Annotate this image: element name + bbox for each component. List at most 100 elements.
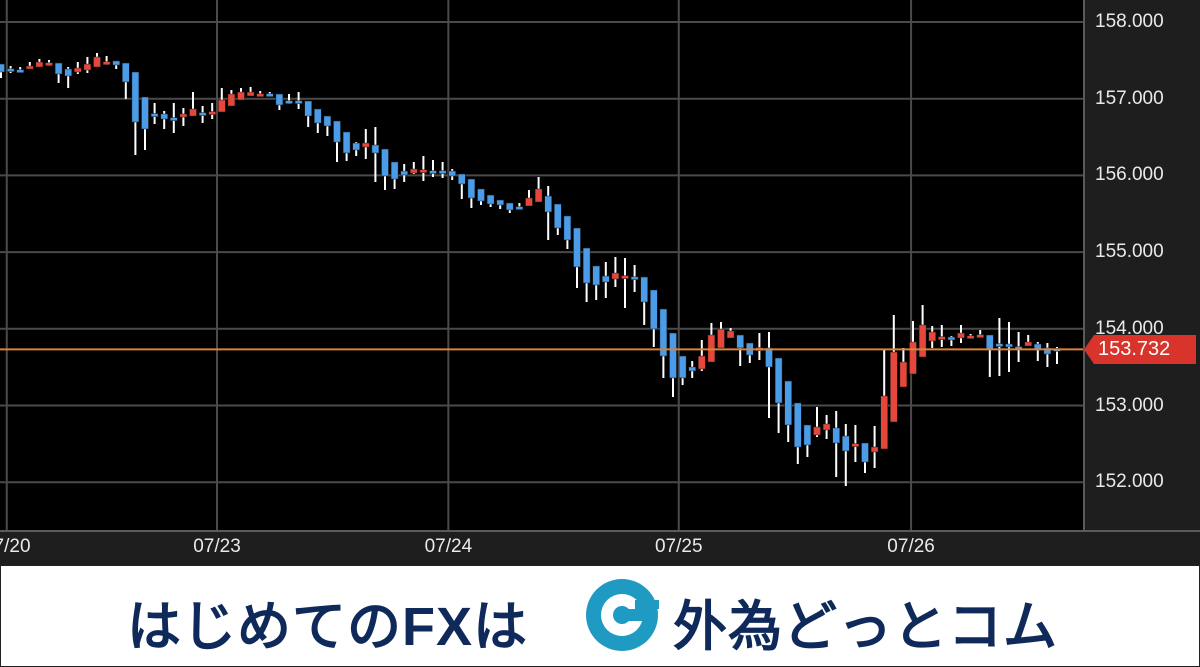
candle-down [688, 366, 696, 372]
candle-up [813, 426, 821, 436]
candlestick-chart [0, 0, 1083, 530]
candle-up [726, 330, 735, 339]
candle-down [150, 113, 159, 117]
candle-down [333, 120, 341, 143]
candle-down [736, 334, 744, 349]
candle-down [765, 347, 773, 368]
candle-down [112, 60, 120, 66]
candle-down [832, 427, 840, 444]
candle-up [918, 324, 927, 358]
candle-down [16, 69, 24, 73]
candle-down [131, 71, 140, 123]
banner-tagline: はじめてのFXは [127, 597, 529, 657]
candle-down [6, 68, 15, 72]
candle-up [534, 188, 543, 203]
current-price-tag: 153.732 [1084, 334, 1196, 364]
candle-down [678, 355, 687, 379]
candle-up [93, 56, 101, 68]
candle-up [899, 361, 908, 388]
y-tick-label: 155.000 [1095, 241, 1164, 263]
candle-down [784, 380, 792, 426]
candle-up [1024, 341, 1032, 347]
candle-down [352, 142, 360, 151]
candle-down [0, 63, 5, 73]
candle-down [506, 202, 514, 211]
candle-down [371, 144, 380, 154]
candle-down [573, 227, 581, 268]
candle-up [74, 67, 82, 73]
candle-down [640, 276, 648, 303]
candle-down [592, 265, 600, 286]
candle-down [285, 100, 293, 104]
candle-up [189, 108, 197, 117]
candle-down [496, 199, 504, 206]
candlestick-plot-area [0, 0, 1083, 530]
candle-down [458, 173, 466, 185]
candle-up [976, 334, 984, 338]
candle-up [621, 275, 629, 279]
candle-up [237, 91, 245, 101]
candle-down [304, 100, 312, 117]
candle-down [429, 170, 437, 174]
candle-down [563, 215, 572, 241]
candle-up [851, 443, 860, 447]
candle-up [880, 395, 888, 450]
candle-up [45, 62, 53, 66]
candle-down [794, 402, 802, 448]
candle-down [602, 275, 610, 283]
candle-down [515, 206, 524, 210]
candle-up [870, 446, 879, 453]
candle-up [909, 341, 917, 375]
y-tick-label: 154.000 [1095, 317, 1164, 339]
candle-down [448, 170, 456, 177]
candle-up [246, 91, 255, 97]
candle-up [611, 272, 620, 280]
candle-down [995, 343, 1004, 347]
candle-down [669, 332, 677, 379]
y-tick-label: 156.000 [1095, 164, 1164, 186]
candle-down [390, 161, 399, 180]
candle-down [774, 357, 783, 404]
candle-down [986, 334, 994, 350]
candle-down [477, 188, 485, 202]
candle-up [717, 328, 725, 349]
candle-down [650, 289, 658, 330]
candle-down [630, 276, 639, 280]
candle-up [218, 99, 226, 113]
candle-up [698, 355, 706, 370]
candle-down [122, 62, 130, 83]
candle-up [362, 142, 370, 148]
candle-down [400, 170, 408, 176]
candle-up [227, 93, 236, 107]
x-tick-label: 07/20 [0, 536, 31, 557]
candle-up [525, 197, 533, 207]
x-tick-label: 07/25 [654, 536, 703, 557]
candle-down [947, 336, 956, 341]
y-tick-label: 158.000 [1095, 11, 1164, 32]
candle-up [419, 169, 428, 173]
ad-banner[interactable]: はじめてのFXは 外為どっとコム [0, 565, 1200, 667]
gaitame-logo-icon [586, 579, 659, 651]
candle-up [957, 332, 965, 339]
candle-up [83, 63, 92, 71]
candle-up [102, 61, 111, 65]
candle-down [141, 96, 149, 130]
candle-up [966, 335, 975, 339]
candle-up [890, 351, 898, 423]
candle-up [410, 168, 418, 174]
candle-down [467, 178, 476, 199]
candle-up [179, 113, 188, 118]
current-price-label: 153.732 [1098, 337, 1171, 360]
candle-up [822, 423, 831, 431]
candle-up [35, 61, 44, 68]
x-tick-label: 07/24 [424, 536, 473, 557]
candle-down [486, 194, 495, 205]
candle-down [54, 62, 63, 75]
candle-down [314, 108, 322, 124]
candle-up [256, 93, 264, 97]
candle-down [170, 117, 178, 121]
candle-down [64, 68, 72, 77]
candle-down [198, 112, 207, 116]
candle-down [861, 442, 869, 463]
candle-down [582, 247, 591, 284]
